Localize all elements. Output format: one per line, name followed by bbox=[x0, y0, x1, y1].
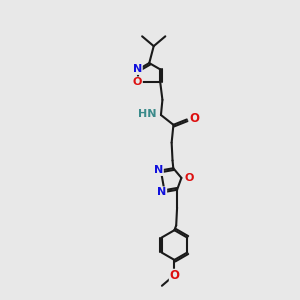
Text: N: N bbox=[154, 165, 163, 176]
Text: O: O bbox=[184, 173, 194, 183]
Text: N: N bbox=[157, 187, 167, 197]
Text: N: N bbox=[133, 64, 142, 74]
Text: O: O bbox=[169, 269, 179, 282]
Text: O: O bbox=[133, 77, 142, 87]
Text: O: O bbox=[190, 112, 200, 125]
Text: HN: HN bbox=[138, 109, 157, 119]
